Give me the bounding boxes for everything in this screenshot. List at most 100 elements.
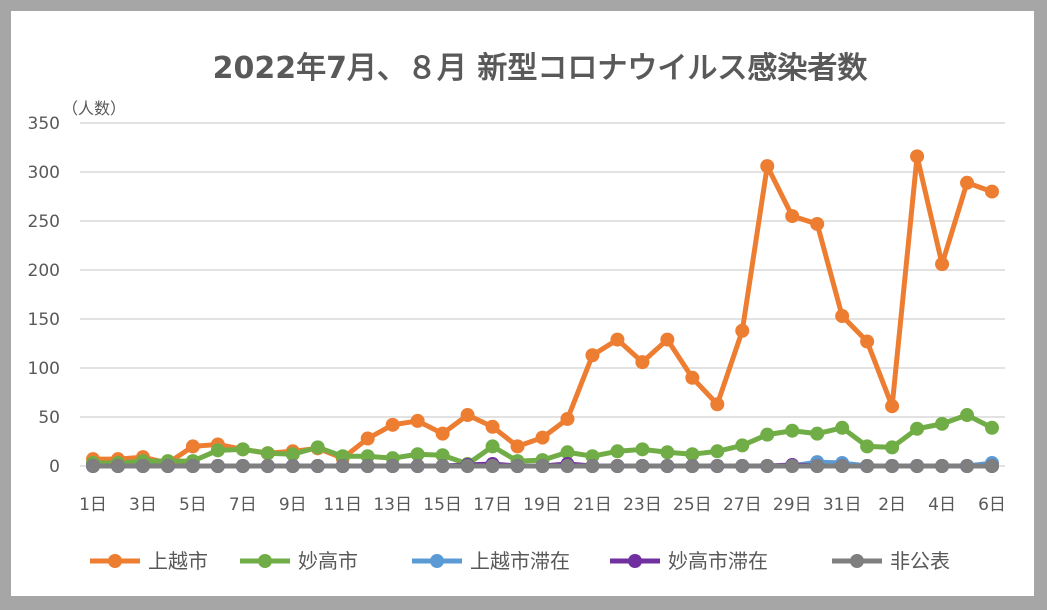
data-point	[235, 442, 250, 457]
data-point	[785, 209, 800, 224]
legend-marker	[108, 554, 122, 568]
x-tick-label: 9日	[279, 495, 307, 515]
data-point	[885, 399, 900, 414]
data-point	[260, 446, 275, 461]
x-tick-label: 11日	[323, 495, 362, 515]
data-point	[185, 459, 200, 473]
data-point	[685, 459, 700, 473]
data-point	[410, 413, 425, 428]
data-point	[660, 459, 675, 473]
data-point	[86, 459, 100, 473]
data-point	[285, 447, 300, 462]
data-point	[685, 370, 700, 385]
data-point	[760, 459, 775, 473]
x-tick-label: 4日	[928, 495, 956, 515]
data-point	[810, 216, 825, 231]
x-tick-label: 25日	[673, 495, 712, 515]
data-point	[510, 439, 525, 454]
chart-title: 2022年7月、８月 新型コロナウイルス感染者数	[213, 51, 869, 86]
x-tick-label: 6日	[978, 495, 1006, 515]
data-point	[110, 459, 125, 473]
y-tick-label: 250	[28, 212, 60, 232]
data-point	[910, 149, 925, 164]
data-point	[360, 449, 375, 464]
y-tick-label: 0	[49, 457, 60, 477]
data-point	[710, 459, 725, 473]
data-point	[935, 257, 950, 272]
x-tick-label: 19日	[523, 495, 562, 515]
data-point	[585, 449, 600, 464]
y-tick-label: 200	[28, 261, 60, 281]
data-point	[810, 459, 825, 473]
data-point	[385, 417, 400, 432]
x-tick-label: 17日	[473, 495, 512, 515]
data-point	[585, 459, 600, 473]
data-point	[635, 442, 650, 457]
data-point	[960, 459, 975, 473]
data-point	[360, 431, 375, 446]
data-point	[685, 447, 700, 462]
data-point	[485, 439, 500, 454]
data-point	[385, 459, 400, 473]
data-point	[535, 430, 550, 445]
data-point	[160, 459, 175, 473]
data-point	[435, 459, 450, 473]
data-point	[735, 323, 750, 338]
data-point	[785, 459, 800, 473]
data-point	[710, 397, 725, 412]
data-point	[460, 408, 475, 423]
data-point	[185, 439, 200, 454]
data-point	[235, 459, 250, 473]
x-tick-label: 27日	[723, 495, 762, 515]
x-tick-label: 3日	[129, 495, 157, 515]
legend-label: 上越市	[148, 549, 208, 573]
data-point	[960, 408, 975, 423]
data-point	[210, 443, 225, 458]
data-point	[860, 334, 875, 349]
legend-marker	[258, 554, 272, 568]
x-tick-label: 15日	[423, 495, 462, 515]
data-point	[360, 459, 375, 473]
chart-area	[11, 11, 1034, 596]
data-point	[610, 444, 625, 459]
legend-label: 妙高市滞在	[668, 549, 768, 573]
data-point	[835, 420, 850, 435]
x-tick-label: 2日	[878, 495, 906, 515]
x-tick-label: 21日	[573, 495, 612, 515]
x-tick-label: 5日	[179, 495, 207, 515]
data-point	[310, 440, 325, 455]
data-point	[585, 348, 600, 363]
data-point	[910, 421, 925, 436]
y-tick-label: 300	[28, 163, 60, 183]
data-point	[735, 438, 750, 453]
data-point	[335, 449, 350, 464]
data-point	[935, 416, 950, 431]
data-point	[560, 459, 575, 473]
y-axis-label: （人数）	[62, 99, 126, 118]
data-point	[260, 459, 275, 473]
data-point	[460, 459, 475, 473]
data-point	[835, 309, 850, 324]
data-point	[485, 459, 500, 473]
data-point	[660, 445, 675, 460]
data-point	[135, 459, 150, 473]
data-point	[985, 420, 999, 435]
data-point	[885, 440, 900, 455]
data-point	[660, 332, 675, 347]
legend-label: 妙高市	[298, 549, 358, 573]
data-point	[410, 459, 425, 473]
data-point	[960, 175, 975, 190]
data-point	[610, 332, 625, 347]
data-point	[535, 459, 550, 473]
y-tick-label: 150	[28, 310, 60, 330]
x-tick-label: 31日	[823, 495, 862, 515]
data-point	[885, 459, 900, 473]
data-point	[310, 459, 325, 473]
y-tick-label: 50	[38, 408, 60, 428]
data-point	[485, 419, 500, 434]
data-point	[760, 427, 775, 442]
data-point	[985, 184, 999, 199]
x-tick-label: 23日	[623, 495, 662, 515]
